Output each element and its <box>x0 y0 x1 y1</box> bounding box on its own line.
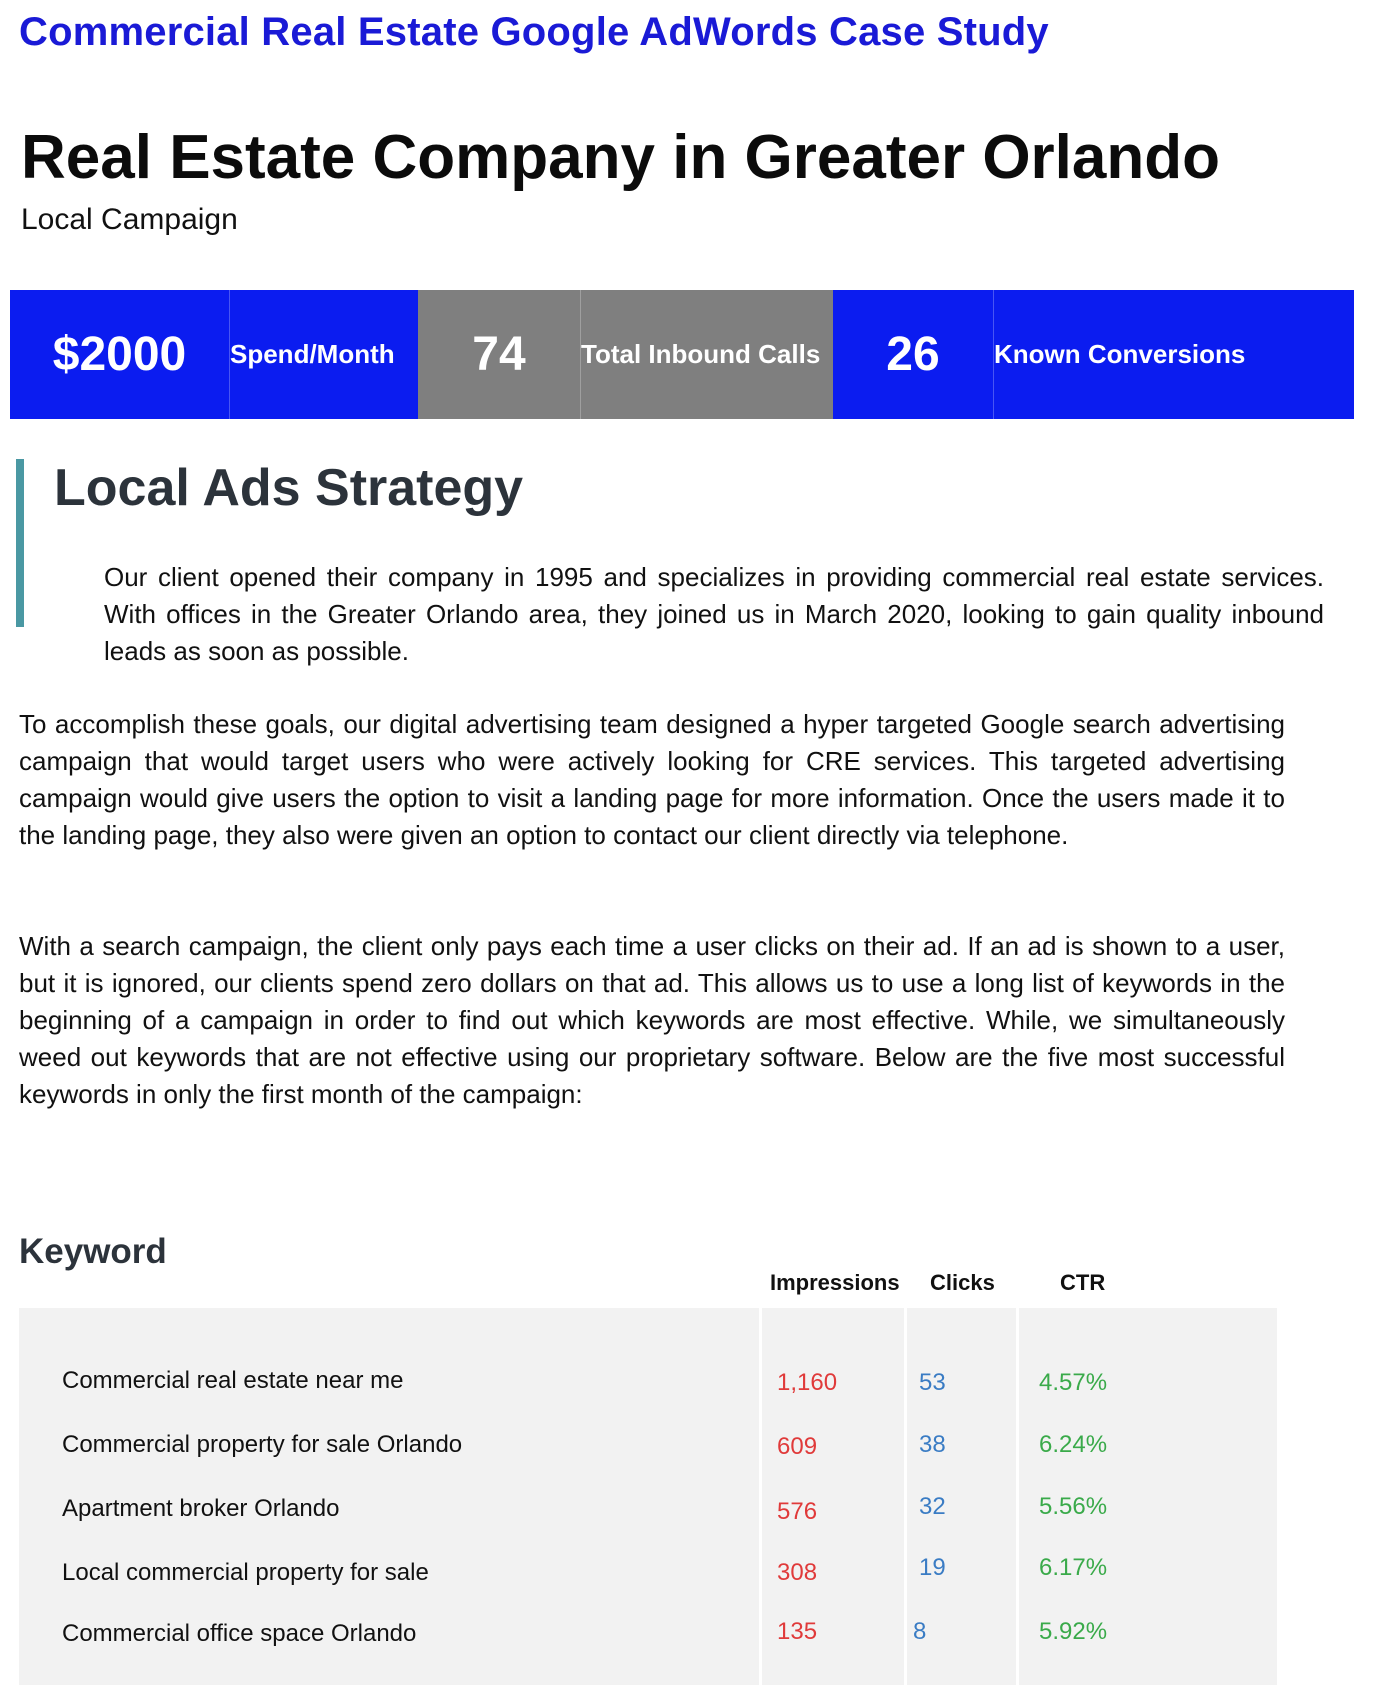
ctr-cell: 6.24% <box>1039 1431 1108 1458</box>
table-row: Commercial real estate near me 1,160 53 … <box>19 1367 1277 1407</box>
column-header-clicks: Clicks <box>930 1270 995 1295</box>
section-title: Local Ads Strategy <box>54 459 524 517</box>
stat-conversions-value: 26 <box>833 290 993 419</box>
clicks-cell: 32 <box>919 1493 946 1520</box>
impressions-cell: 308 <box>777 1559 818 1586</box>
impressions-cell: 1,160 <box>777 1369 838 1396</box>
stat-spend-label: Spend/Month <box>229 290 418 419</box>
search-campaign-paragraph: With a search campaign, the client only … <box>19 931 1285 1109</box>
column-divider <box>904 1308 907 1685</box>
keyword-cell: Commercial office space Orlando <box>62 1620 417 1647</box>
case-study-title: Commercial Real Estate Google AdWords Ca… <box>19 10 1049 54</box>
page-title: Real Estate Company in Greater Orlando <box>21 123 1221 192</box>
ctr-cell: 5.56% <box>1039 1493 1108 1520</box>
keyword-cell: Apartment broker Orlando <box>62 1495 340 1522</box>
table-row: Local commercial property for sale 308 1… <box>19 1554 1277 1599</box>
clicks-cell: 8 <box>913 1618 927 1645</box>
keyword-cell: Commercial real estate near me <box>62 1367 404 1394</box>
impressions-cell: 576 <box>777 1498 818 1525</box>
keyword-cell: Commercial property for sale Orlando <box>62 1431 463 1458</box>
page-subtitle: Local Campaign <box>21 203 238 236</box>
stat-calls-label: Total Inbound Calls <box>580 290 833 419</box>
impressions-cell: 609 <box>777 1433 818 1460</box>
goals-paragraph: To accomplish these goals, our digital a… <box>19 709 1285 850</box>
keyword-table: Commercial real estate near me 1,160 53 … <box>19 1308 1277 1685</box>
keyword-cell: Local commercial property for sale <box>62 1559 429 1586</box>
table-row: Commercial property for sale Orlando 609… <box>19 1431 1277 1471</box>
stat-spend-value: $2000 <box>10 290 229 419</box>
clicks-cell: 19 <box>919 1554 946 1581</box>
ctr-cell: 5.92% <box>1039 1618 1108 1645</box>
column-divider <box>1016 1308 1019 1685</box>
clicks-cell: 53 <box>919 1369 946 1396</box>
table-row: Apartment broker Orlando 576 32 5.56% <box>19 1493 1277 1535</box>
column-header-impressions: Impressions <box>770 1270 900 1295</box>
impressions-cell: 135 <box>777 1618 818 1645</box>
clicks-cell: 38 <box>919 1431 946 1458</box>
intro-paragraph: Our client opened their company in 1995 … <box>104 562 1324 666</box>
section-accent-bar <box>16 459 24 627</box>
stat-calls-value: 74 <box>418 290 580 419</box>
ctr-cell: 4.57% <box>1039 1369 1108 1396</box>
table-row: Commercial office space Orlando 135 8 5.… <box>19 1618 1277 1660</box>
column-divider <box>759 1308 762 1685</box>
column-header-ctr: CTR <box>1060 1270 1106 1295</box>
stat-conversions-label: Known Conversions <box>993 290 1354 419</box>
keyword-table-heading: Keyword <box>19 1232 167 1271</box>
stats-bar: $2000 Spend/Month 74 Total Inbound Calls… <box>10 290 1354 419</box>
ctr-cell: 6.17% <box>1039 1554 1108 1581</box>
